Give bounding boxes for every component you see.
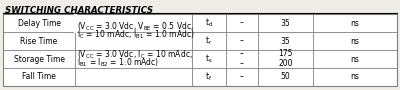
Text: –: – (240, 49, 244, 58)
Text: t$_\mathrm{f}$: t$_\mathrm{f}$ (205, 71, 212, 83)
Text: SWITCHING CHARACTERISTICS: SWITCHING CHARACTERISTICS (5, 6, 154, 15)
Text: t$_\mathrm{s}$: t$_\mathrm{s}$ (205, 53, 213, 65)
Text: 200: 200 (278, 59, 293, 68)
Text: –: – (240, 73, 244, 82)
Bar (74, 14, 76, 32)
Text: I$_\mathrm{B1}$ = I$_\mathrm{B2}$ = 1.0 mAdc): I$_\mathrm{B1}$ = I$_\mathrm{B2}$ = 1.0 … (77, 56, 159, 69)
Text: I$_\mathrm{C}$ = 10 mAdc, I$_\mathrm{B1}$ = 1.0 mAdc): I$_\mathrm{C}$ = 10 mAdc, I$_\mathrm{B1}… (77, 28, 194, 41)
Text: 35: 35 (280, 37, 290, 46)
Text: Rise Time: Rise Time (20, 37, 58, 46)
Text: Fall Time: Fall Time (22, 73, 56, 82)
Bar (3, 14, 397, 86)
Text: –: – (240, 37, 244, 46)
Text: (V$_\mathrm{CC}$ = 3.0 Vdc, I$_\mathrm{C}$ = 10 mAdc,: (V$_\mathrm{CC}$ = 3.0 Vdc, I$_\mathrm{C… (77, 48, 193, 61)
Text: ns: ns (350, 55, 359, 64)
Text: t$_\mathrm{d}$: t$_\mathrm{d}$ (205, 17, 213, 29)
Text: ns: ns (350, 37, 359, 46)
Text: (V$_\mathrm{CC}$ = 3.0 Vdc, V$_\mathrm{BE}$ = 0.5 Vdc,: (V$_\mathrm{CC}$ = 3.0 Vdc, V$_\mathrm{B… (77, 21, 194, 33)
Text: 35: 35 (280, 19, 290, 28)
Text: 50: 50 (280, 73, 290, 82)
Text: 175: 175 (278, 49, 293, 58)
Text: ns: ns (350, 19, 359, 28)
Text: –: – (240, 59, 244, 68)
Text: –: – (240, 19, 244, 28)
Text: Delay Time: Delay Time (18, 19, 61, 28)
Text: t$_\mathrm{r}$: t$_\mathrm{r}$ (205, 35, 213, 47)
Text: ns: ns (350, 73, 359, 82)
Text: Storage Time: Storage Time (14, 55, 65, 64)
